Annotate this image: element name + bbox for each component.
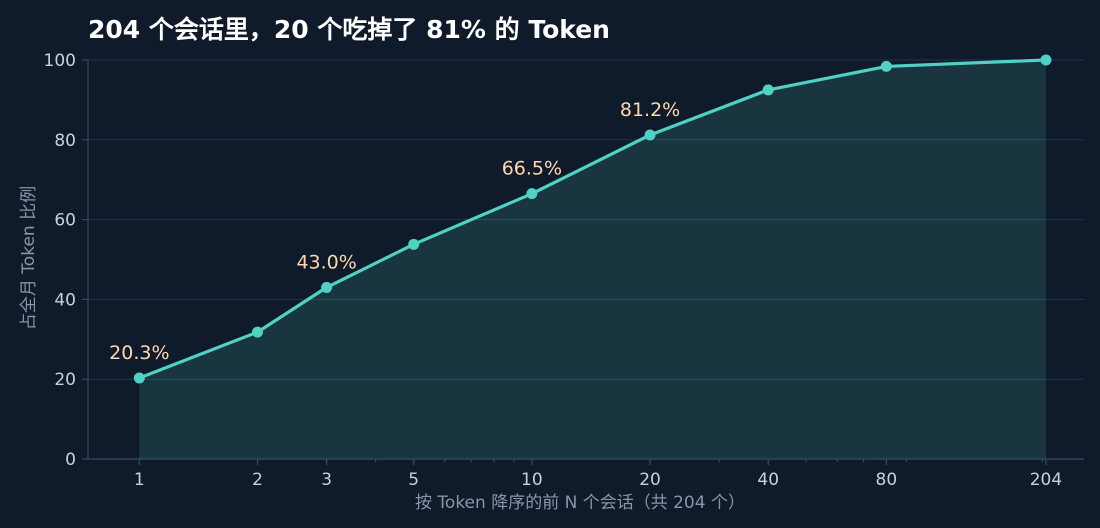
x-tick-label: 204: [1030, 470, 1062, 490]
x-axis-label: 按 Token 降序的前 N 个会话（共 204 个）: [415, 493, 745, 513]
data-label: 20.3%: [109, 342, 169, 364]
data-point: [880, 60, 892, 72]
y-tick-label: 40: [54, 290, 76, 310]
cumulative-area: [139, 60, 1047, 459]
x-tick-label: 10: [521, 470, 543, 490]
axes: 0 20 40 60 80 100 1 2 3 5 10 20 40 80 204: [44, 51, 1084, 490]
data-point: [321, 281, 333, 293]
y-tick-label: 20: [54, 370, 76, 390]
x-tick-label: 5: [408, 470, 419, 490]
grid-lines: [88, 59, 1084, 380]
data-label: 43.0%: [296, 251, 356, 273]
data-point: [251, 326, 263, 338]
x-tick-label: 80: [876, 470, 898, 490]
x-tick-label: 3: [321, 470, 332, 490]
x-tick-label: 20: [639, 470, 661, 490]
y-tick-label: 0: [65, 450, 76, 470]
data-labels: 20.3% 43.0% 66.5% 81.2%: [109, 99, 680, 364]
y-tick-label: 80: [54, 131, 76, 151]
data-point: [1040, 54, 1052, 66]
data-point: [762, 84, 774, 96]
data-point: [644, 129, 656, 141]
x-tick-label: 40: [757, 470, 779, 490]
data-point: [408, 238, 420, 250]
data-point: [133, 372, 145, 384]
data-label: 81.2%: [620, 99, 680, 121]
data-point: [526, 188, 538, 200]
x-tick-label: 1: [134, 470, 145, 490]
data-points: [133, 54, 1052, 384]
chart-title: 204 个会话里，20 个吃掉了 81% 的 Token: [88, 15, 610, 44]
y-tick-label: 60: [54, 211, 76, 231]
data-label: 66.5%: [502, 158, 562, 180]
y-tick-label: 100: [44, 51, 76, 71]
x-tick-label: 2: [252, 470, 263, 490]
y-axis-label: 占全月 Token 比例: [19, 186, 39, 330]
